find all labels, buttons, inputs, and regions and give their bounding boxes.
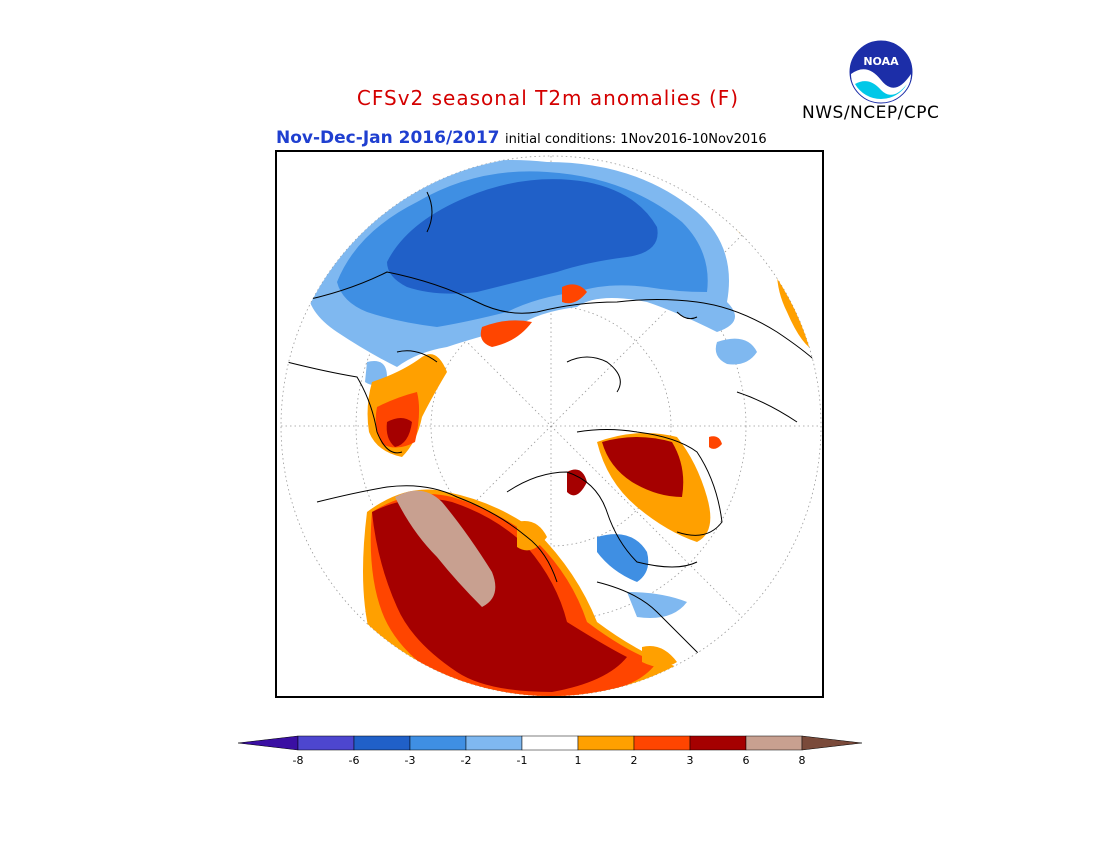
scale-swatch-8 — [689, 735, 747, 751]
warm-patch-taymyr — [562, 284, 587, 304]
warm-orange-strip-northeast — [732, 222, 747, 237]
chart-title: CFSv2 seasonal T2m anomalies (F) — [356, 86, 740, 110]
scale-tick-label: -3 — [404, 754, 416, 767]
warm-strong-region-northamerica — [372, 498, 627, 692]
scale-tick-label: 3 — [686, 754, 694, 767]
warm-extreme-region-chukotka — [386, 418, 412, 447]
scale-tick-label: -6 — [348, 754, 360, 767]
warm-patch-iceland — [709, 436, 722, 449]
warm-patch-laptev — [480, 320, 532, 347]
scale-tick-label: 8 — [798, 754, 806, 767]
color-scale-bar — [238, 735, 862, 751]
coastlines — [286, 191, 821, 683]
scale-tick-label: 1 — [574, 754, 582, 767]
warm-patch-labrador — [642, 646, 677, 667]
polar-map — [275, 150, 824, 698]
cold-weak-patch-europe — [715, 338, 757, 365]
scale-arrow-left — [238, 735, 299, 751]
scale-tick-label: 6 — [742, 754, 750, 767]
scale-swatch-1 — [297, 735, 355, 751]
agency-label: NWS/NCEP/CPC — [802, 103, 940, 123]
scale-tick-label: 2 — [630, 754, 638, 767]
noaa-logo-icon: NOAA — [849, 40, 913, 104]
scale-swatch-5 — [521, 735, 579, 751]
anomaly-map-svg — [280, 155, 822, 696]
cold-strong-region-siberia — [387, 179, 658, 294]
warm-strong-region-greenland — [602, 437, 684, 497]
scale-tick-label: -1 — [516, 754, 528, 767]
forecast-period: Nov-Dec-Jan 2016/2017 — [276, 128, 500, 148]
warm-orange-strip-east — [777, 272, 817, 352]
scale-tick-label: -8 — [292, 754, 304, 767]
scale-swatch-4 — [465, 735, 523, 751]
warm-patch-baffin — [567, 469, 587, 496]
scale-swatch-3 — [409, 735, 467, 751]
warm-patch-hudson — [517, 521, 547, 551]
warm-extreme-region-northamerica — [395, 490, 496, 607]
scale-swatch-2 — [353, 735, 411, 751]
scale-swatch-7 — [633, 735, 691, 751]
scale-swatch-9 — [745, 735, 803, 751]
scale-arrow-right — [801, 735, 862, 751]
scale-tick-label: -2 — [460, 754, 472, 767]
logo-text: NOAA — [863, 55, 899, 68]
initial-conditions: initial conditions: 1Nov2016-10Nov2016 — [505, 132, 767, 147]
cold-patch-canada — [597, 534, 649, 582]
scale-swatch-6 — [577, 735, 635, 751]
cold-patch-canada-south — [627, 592, 687, 618]
